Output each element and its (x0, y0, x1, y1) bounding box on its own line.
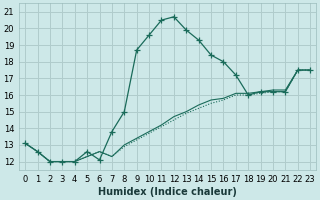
X-axis label: Humidex (Indice chaleur): Humidex (Indice chaleur) (98, 187, 237, 197)
